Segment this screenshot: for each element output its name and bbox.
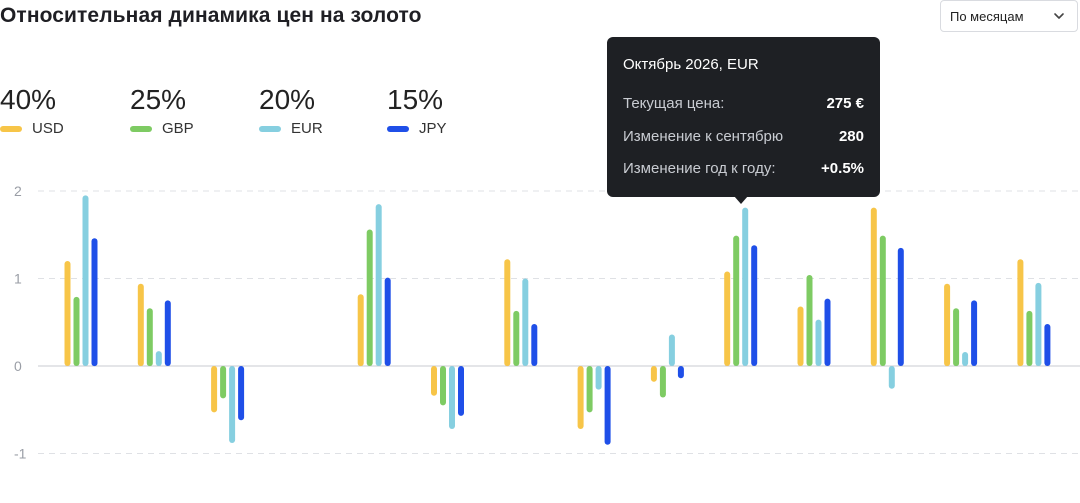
bar-eur[interactable] [229,366,236,443]
bar-jpy[interactable] [897,247,904,366]
bar-chart: 2 1 0 -1 [14,183,1080,462]
legend-swatch [0,125,22,132]
bar-usd[interactable] [944,283,951,367]
legend-label: EUR [291,120,323,137]
bar-eur[interactable] [449,366,455,429]
y-tick-label: 1 [14,271,22,287]
bar-usd[interactable] [1017,259,1024,367]
bar-gbp[interactable] [1026,310,1033,366]
bar-eur[interactable] [155,351,162,366]
bar-jpy[interactable] [458,366,464,416]
period-select[interactable]: По месяцам [940,0,1078,32]
tooltip-value: 280 [838,128,864,145]
bar-usd[interactable] [797,306,804,367]
stat-percent: 40% [0,84,57,115]
bar-gbp[interactable] [440,366,446,406]
stat-percent: 25% [130,84,187,115]
bar-gbp[interactable] [586,366,593,413]
bar-eur[interactable] [962,352,969,366]
bar-usd[interactable] [64,261,71,366]
stat-percent: 15% [387,84,444,115]
bar-jpy[interactable] [1044,324,1051,366]
bar-usd[interactable] [137,283,144,367]
bar-usd[interactable] [431,366,437,396]
bar-gbp[interactable] [220,366,227,399]
bar-gbp[interactable] [806,275,813,366]
y-tick-label: -1 [14,446,27,462]
bar-usd[interactable] [650,366,657,382]
bar-eur[interactable] [375,204,382,366]
tooltip-row-price: Текущая цена: 275 € [623,95,864,112]
stat-jpy: 15% JPY [387,84,447,137]
stat-usd: 40% USD [0,84,64,137]
bar-usd[interactable] [577,366,584,429]
tooltip-label: Текущая цена: [623,95,725,112]
tooltip-label: Изменение год к году: [623,160,776,177]
bar-gbp[interactable] [73,296,80,366]
tooltip-row-change-month: Изменение к сентябрю 280 [623,128,864,145]
bar-jpy[interactable] [677,366,684,379]
legend-label: USD [32,120,64,137]
stat-gbp: 25% GBP [130,84,194,137]
bar-jpy[interactable] [824,298,831,366]
bar-gbp[interactable] [366,229,373,367]
bar-jpy[interactable] [238,366,245,421]
bar-jpy[interactable] [91,238,98,367]
tooltip-title: Октябрь 2026, EUR [623,56,759,73]
bar-jpy[interactable] [604,366,611,445]
bar-jpy[interactable] [531,324,538,366]
bar-gbp[interactable] [659,366,666,398]
bar-eur[interactable] [815,319,822,366]
bar-eur[interactable] [82,195,89,366]
tooltip-label: Изменение к сентябрю [623,128,784,145]
bar-jpy[interactable] [971,300,978,366]
bar-eur[interactable] [888,366,895,389]
bar-gbp[interactable] [879,235,886,366]
legend-swatch [387,125,409,132]
y-tick-label: 2 [14,183,22,199]
bar-jpy[interactable] [384,277,391,366]
legend-label: GBP [162,120,194,137]
bar-gbp[interactable] [733,235,740,366]
bar-jpy[interactable] [164,300,171,366]
legend-label: JPY [419,120,447,137]
tooltip-value: 275 € [826,95,864,112]
bar-gbp[interactable] [953,308,960,367]
bar-gbp[interactable] [146,308,153,367]
bar-usd[interactable] [504,259,511,367]
chevron-down-icon [1054,13,1064,19]
period-select-value: По месяцам [950,8,1024,24]
bar-gbp[interactable] [513,310,520,366]
bar-eur[interactable] [522,278,529,367]
legend-swatch [259,125,281,132]
legend-item-gbp[interactable]: GBP [130,120,194,137]
page-title: Относительная динамика цен на золото [0,4,422,27]
stat-eur: 20% EUR [259,84,323,137]
bar-eur[interactable] [742,207,749,366]
bar-eur[interactable] [595,366,602,390]
legend-item-jpy[interactable]: JPY [387,120,447,137]
bar-eur[interactable] [668,334,675,367]
tooltip-value: +0.5% [821,160,864,177]
bar-usd[interactable] [357,294,364,367]
bar-usd[interactable] [870,207,877,366]
stat-percent: 20% [259,84,316,115]
legend-swatch [130,125,152,132]
legend-item-usd[interactable]: USD [0,120,64,137]
bar-jpy[interactable] [751,245,758,366]
chart-tooltip: Октябрь 2026, EUR Текущая цена: 275 € Из… [607,37,880,204]
y-tick-label: 0 [14,358,22,374]
bar-eur[interactable] [1035,282,1042,366]
bar-usd[interactable] [211,366,218,413]
legend-item-eur[interactable]: EUR [259,120,323,137]
tooltip-arrow [734,196,748,204]
bar-usd[interactable] [724,271,731,367]
tooltip-row-change-year: Изменение год к году: +0.5% [623,160,864,177]
